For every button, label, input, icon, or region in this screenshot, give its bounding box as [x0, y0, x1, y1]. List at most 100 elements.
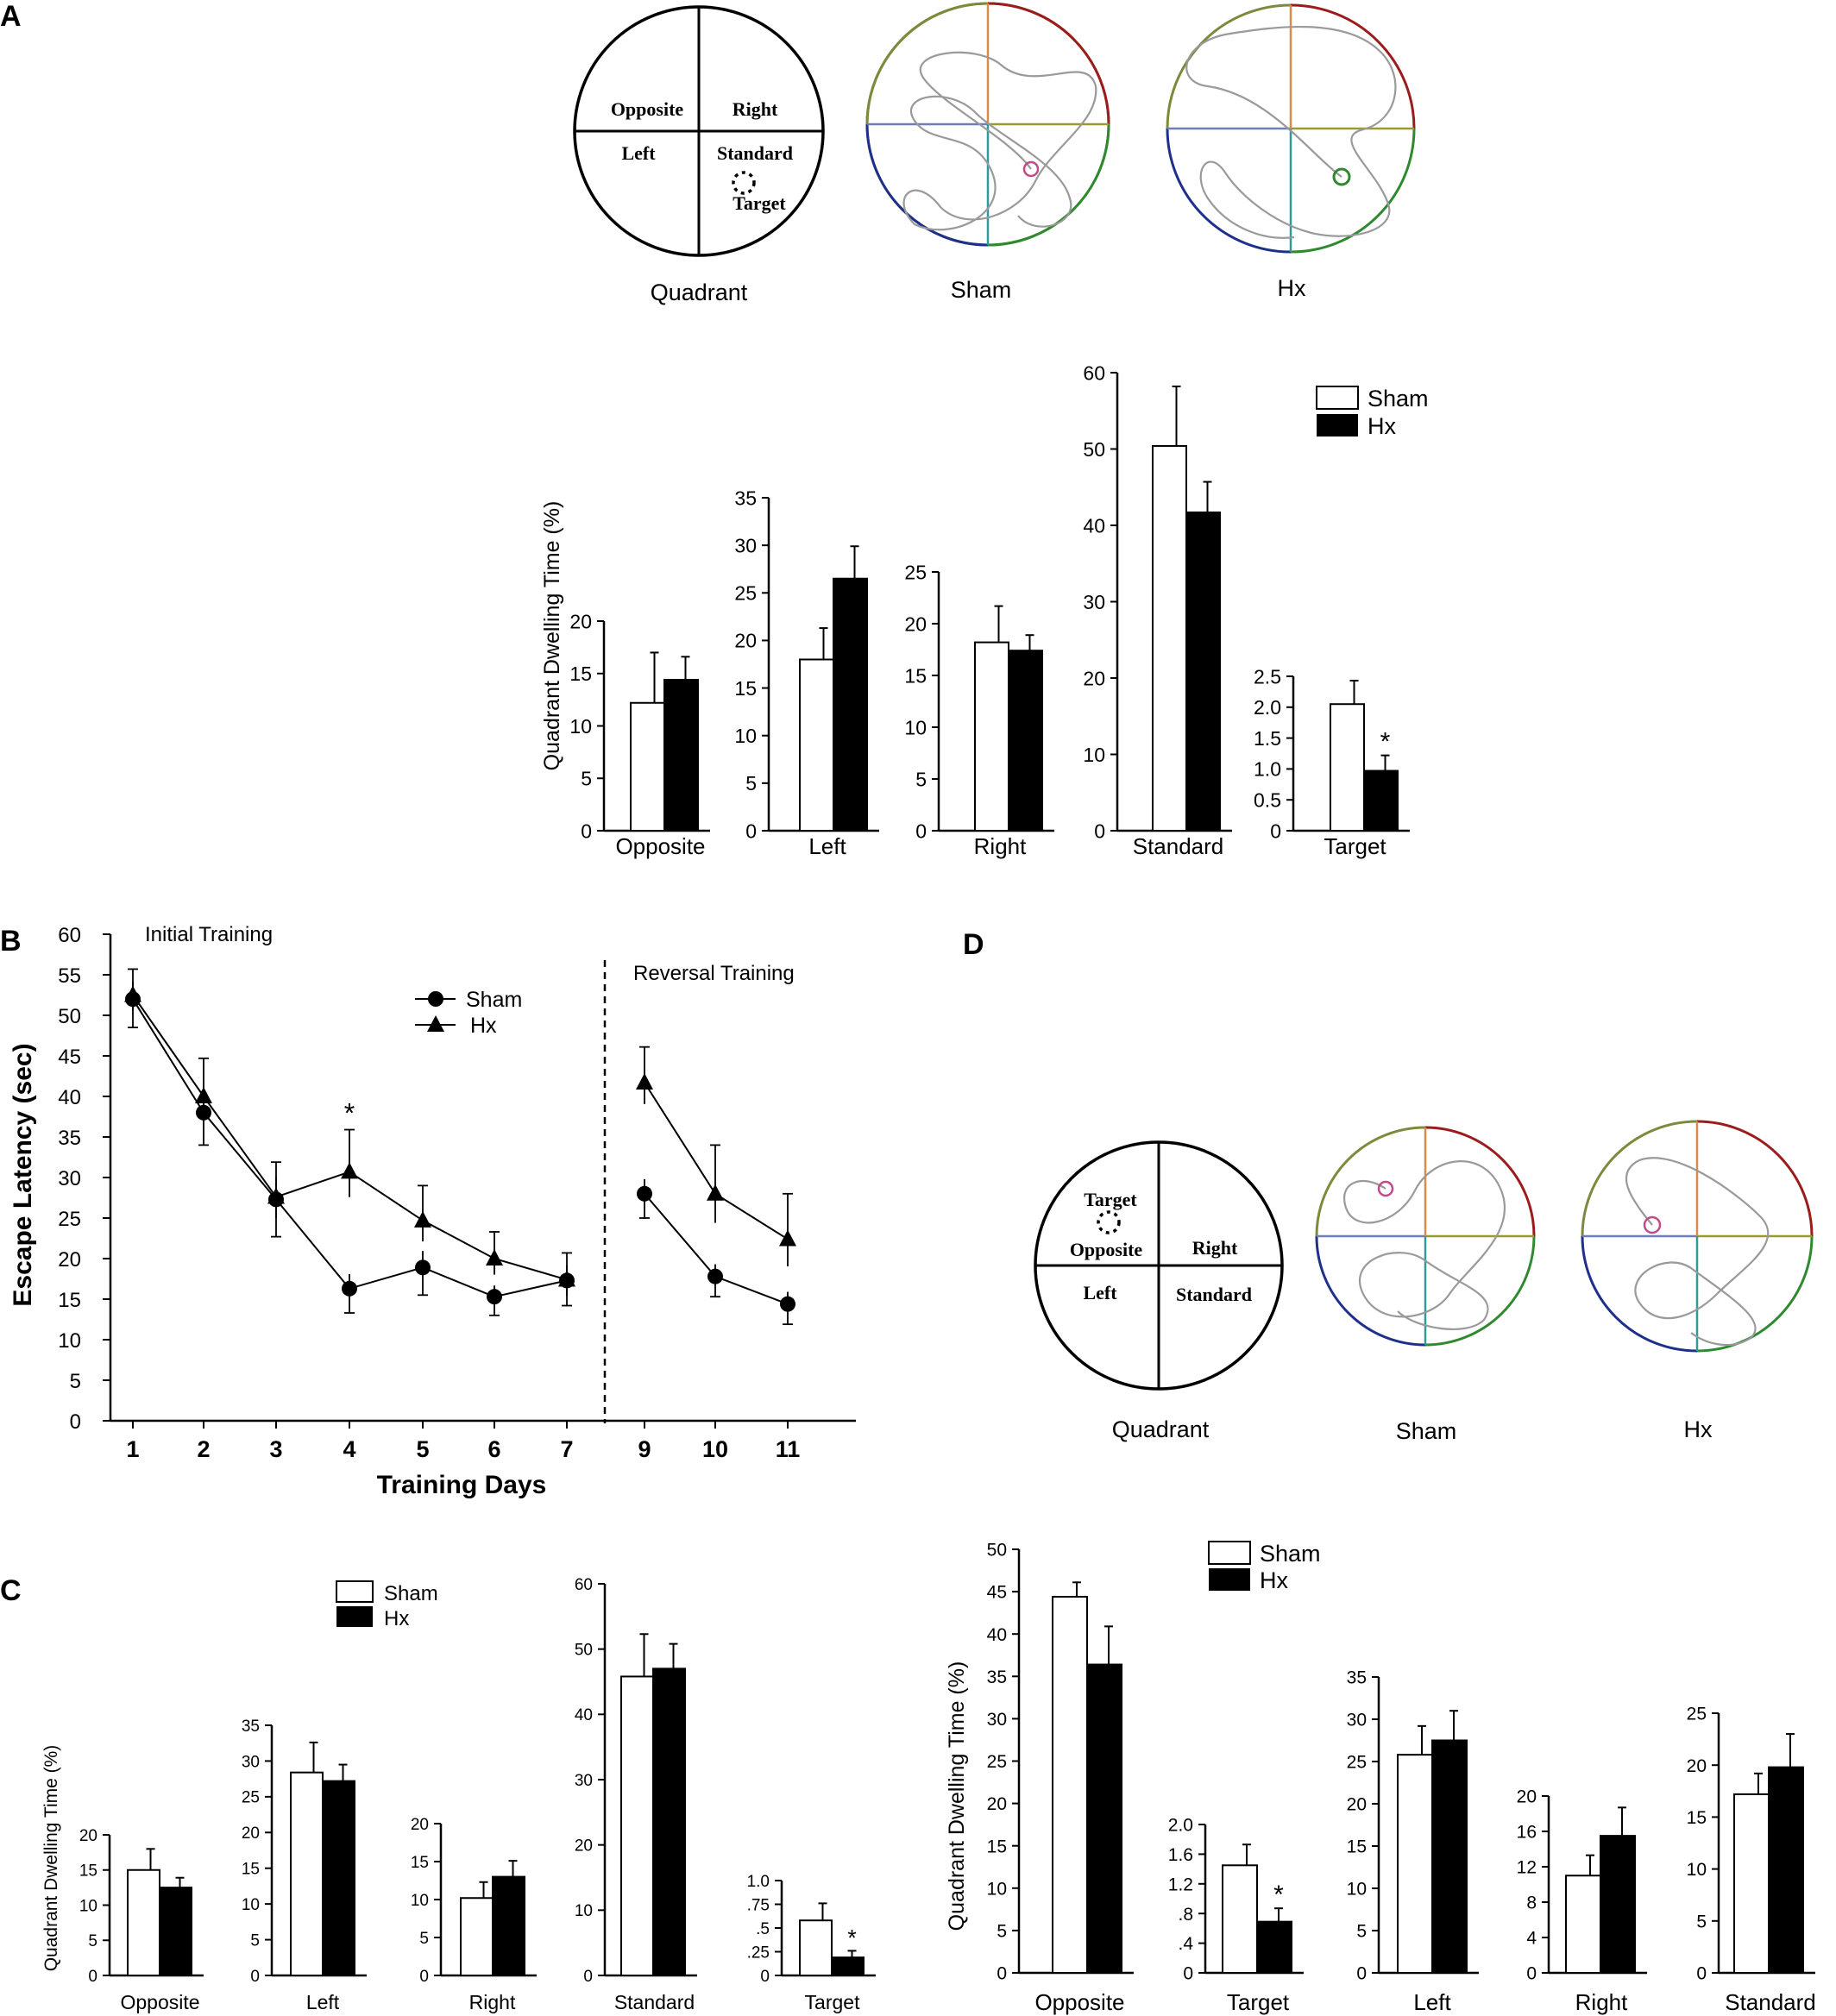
swim-trace-d-sham: Sham: [1315, 1126, 1536, 1444]
pool-rim-sw: [1166, 128, 1292, 254]
y-tick-label: 10: [1687, 1860, 1707, 1880]
panel-label-a: A: [0, 0, 22, 33]
y-tick-label: 0: [1270, 820, 1281, 842]
y-tick-label: 35: [734, 487, 757, 509]
bar-chart-d-bars: 05101520253035404550Opposite0.4.81.21.62…: [987, 1541, 1816, 2015]
y-tick-label: 5: [915, 768, 927, 790]
pool-rim-nw: [865, 2, 989, 125]
y-tick-label: 30: [1083, 591, 1105, 613]
y-tick-label: 40: [575, 1706, 593, 1724]
y-tick-label: 20: [569, 610, 592, 632]
y-tick-label: 10: [1347, 1880, 1367, 1900]
y-tick-label: 2.0: [1254, 696, 1281, 719]
legend-label-sham: Sham: [384, 1582, 438, 1605]
y-tick-label: 0: [997, 1964, 1007, 1984]
y-tick-label: 25: [58, 1208, 81, 1231]
bar-chart-c-bars: 0 5 10 15 20 Opposite 0 5 10 15 20 25 30 35 Left 0 5 10 15…: [79, 1576, 876, 2013]
y-tick-label: 0: [915, 820, 927, 842]
y-tick-label: 30: [734, 534, 757, 556]
x-tick-label: 9: [638, 1436, 651, 1462]
y-tick-label: 40: [987, 1625, 1007, 1645]
bar-chart-a-bars: 0 5 10 15 20 Opposite 0 5 10 15 20 25 30 35 Left 0 5 10 15…: [569, 361, 1410, 859]
x-tick-label: 1: [126, 1436, 139, 1462]
y-tick-label: 0.5: [1254, 788, 1281, 811]
legend-marker-sham: [428, 991, 443, 1007]
y-tick-label: 15: [411, 1854, 429, 1872]
y-axis-title-d: Quadrant Dwelling Time (%): [945, 1661, 969, 1931]
y-tick-label: 0: [745, 820, 757, 842]
y-tick-label: 0: [419, 1968, 429, 1986]
subplot-standard: 0 5 10 15 20 25 Standard: [1687, 1705, 1816, 2015]
y-tick-label: 10: [734, 725, 757, 747]
y-tick-label: 15: [242, 1861, 260, 1879]
y-tick-label: 60: [575, 1576, 593, 1594]
series-hx: [124, 968, 796, 1297]
y-tick-label: 0: [760, 1968, 770, 1986]
platform-marker: [1377, 1180, 1394, 1197]
legend-swatch-sham: [1208, 1541, 1251, 1565]
y-tick-label: 10: [575, 1902, 593, 1920]
legend-a: Sham Hx: [1316, 386, 1429, 439]
pool-rim-sw: [1581, 1235, 1698, 1353]
y-tick-label: .4: [1178, 1934, 1193, 1954]
x-axis-title-b: Training Days: [377, 1471, 547, 1499]
y-tick-label: 0: [70, 1410, 81, 1434]
legend-swatch-sham: [336, 1580, 374, 1603]
x-category-label: Standard: [1725, 1989, 1816, 2015]
subplot-opposite: 0 5 10 15 20 Opposite: [79, 1827, 204, 2013]
y-tick-label: 45: [987, 1583, 1007, 1603]
y-tick-label: 30: [575, 1772, 593, 1790]
bar-sham: [1222, 1864, 1258, 1975]
y-tick-label: 30: [242, 1753, 260, 1771]
y-tick-label: 60: [1083, 361, 1105, 384]
x-category-label: Left: [808, 833, 846, 859]
y-tick-label: 2.0: [1168, 1816, 1193, 1836]
y-tick-label: 20: [1517, 1787, 1537, 1807]
x-category-label: Right: [469, 1991, 516, 2013]
y-tick-label: 15: [1687, 1808, 1707, 1828]
panel-label-c: C: [0, 1574, 22, 1607]
swim-trace-d-hx: Hx: [1581, 1120, 1814, 1442]
subplot-left: 0 5 10 15 20 25 30 35 Left: [734, 487, 879, 859]
y-tick-label: 20: [242, 1824, 260, 1843]
bar-sham: [1152, 444, 1187, 832]
y-tick-label: 15: [987, 1837, 1007, 1856]
y-tick-label: 5: [1696, 1912, 1707, 1931]
subplot-left: 0 5 10 15 20 25 30 35 Left: [242, 1718, 367, 2013]
pool-rim-sw: [1315, 1235, 1426, 1347]
pool-rim-ne: [1424, 1126, 1536, 1237]
subplot-right: 0 5 10 15 20 Right: [411, 1816, 537, 2013]
quadrant-label-opposite: Opposite: [611, 98, 684, 120]
quadrant-label-opposite: Opposite: [1070, 1239, 1143, 1260]
x-tick-label: 7: [560, 1436, 573, 1462]
swim-path: [1343, 1160, 1506, 1330]
y-tick-label: 2.5: [1254, 665, 1281, 688]
subplot-target: 0 .4 .8 1.2 1.6 2.0 * Target: [1168, 1816, 1304, 2015]
diagram-caption: Quadrant: [1112, 1416, 1210, 1442]
diagram-caption: Quadrant: [651, 279, 748, 305]
y-tick-label: 25: [987, 1752, 1007, 1772]
data-point-circle: [780, 1296, 795, 1312]
bar-hx: [1768, 1766, 1804, 1974]
y-tick-label: 0: [1094, 820, 1105, 842]
quadrant-diagram-d: Target Opposite Right Left Standard Quad…: [1034, 1140, 1284, 1442]
bar-hx: [492, 1875, 525, 1977]
target-platform-icon: [1097, 1210, 1121, 1234]
pool-rim-se: [1290, 128, 1416, 254]
legend-label-sham: Sham: [1260, 1541, 1321, 1567]
subplot-standard: 0 10 20 30 40 50 60 Standard: [575, 1576, 697, 2013]
y-tick-label: 25: [1687, 1705, 1707, 1724]
legend-label-hx: Hx: [384, 1607, 409, 1630]
platform-marker: [1022, 160, 1040, 178]
bar-hx: [1185, 511, 1221, 832]
y-tick-label: 5: [88, 1932, 97, 1950]
platform-marker: [1332, 167, 1351, 186]
y-tick-label: 5: [581, 768, 592, 790]
y-tick-label: 20: [734, 630, 757, 652]
y-tick-label: 15: [904, 664, 927, 687]
data-point-triangle: [124, 985, 141, 1002]
panel-label-d: D: [963, 928, 984, 961]
bar-sham: [1330, 703, 1365, 832]
subplot-left: 0 5 10 15 20 25 30 35 Left: [1347, 1668, 1479, 2015]
swim-path: [902, 51, 1097, 231]
